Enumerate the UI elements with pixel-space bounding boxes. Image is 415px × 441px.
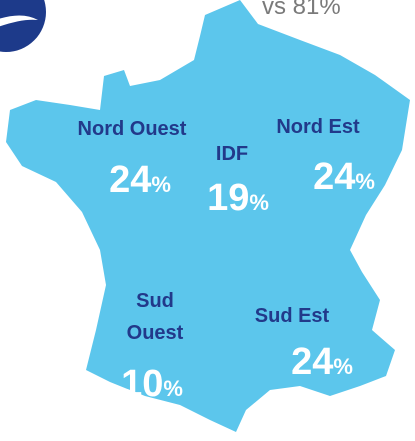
value-unit: % xyxy=(355,169,375,194)
value-number: 24 xyxy=(313,156,355,198)
france-shape xyxy=(6,0,410,432)
region-name-line: Ouest xyxy=(127,322,184,344)
region-name: Nord Est xyxy=(276,116,360,138)
value-unit: % xyxy=(163,376,183,401)
value-number: 24 xyxy=(109,159,151,201)
value-number: 24 xyxy=(291,341,333,383)
comparison-text: vs 81% xyxy=(262,0,341,20)
region-value: 24% xyxy=(291,341,353,383)
region-value: 24% xyxy=(109,159,171,201)
value-number: 19 xyxy=(207,177,249,219)
logo xyxy=(0,0,46,52)
value-unit: % xyxy=(151,172,171,197)
value-number: 10 xyxy=(121,363,163,405)
region-value: 10% xyxy=(121,363,183,405)
region-name: Sud Est xyxy=(255,305,330,327)
region-value: 24% xyxy=(313,156,375,198)
value-unit: % xyxy=(333,354,353,379)
region-value: 19% xyxy=(207,177,269,219)
region-name: IDF xyxy=(216,143,248,165)
region-name-line: Sud xyxy=(136,290,174,312)
value-unit: % xyxy=(249,190,269,215)
region-name: Nord Ouest xyxy=(78,118,187,140)
region-name: Sud Ouest xyxy=(127,290,184,344)
